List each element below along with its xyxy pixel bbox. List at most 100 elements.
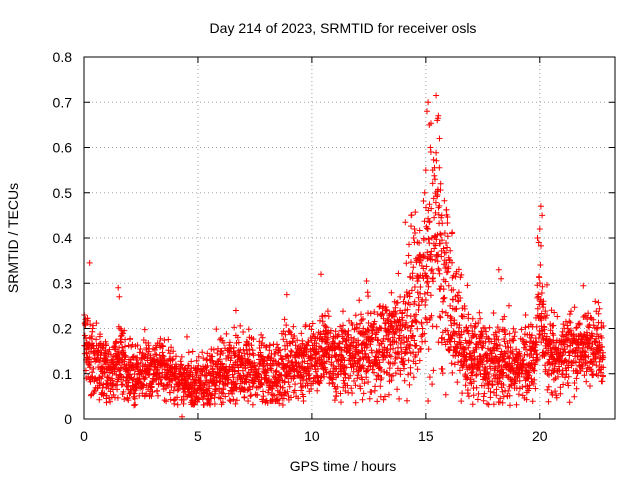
data-point	[282, 331, 289, 338]
data-point	[595, 299, 602, 306]
data-point	[565, 373, 572, 380]
data-point	[600, 364, 607, 371]
data-point	[445, 282, 452, 289]
data-point	[413, 342, 420, 349]
data-point	[490, 310, 497, 316]
data-point	[395, 270, 402, 277]
data-point	[323, 324, 330, 331]
data-point	[542, 308, 549, 315]
data-point	[154, 387, 161, 394]
data-point	[277, 347, 283, 353]
data-point	[132, 401, 139, 408]
data-point	[143, 382, 150, 389]
data-point	[155, 392, 161, 399]
data-point	[560, 340, 567, 347]
data-point	[237, 322, 244, 329]
data-point	[107, 351, 114, 358]
data-point	[288, 347, 294, 354]
data-point	[536, 274, 543, 281]
data-point	[117, 338, 124, 345]
data-point	[298, 384, 305, 391]
data-point	[469, 369, 476, 375]
data-point	[564, 322, 571, 329]
data-point	[526, 382, 533, 389]
data-point	[441, 230, 448, 237]
data-point	[544, 386, 551, 393]
data-point	[180, 396, 187, 403]
data-point	[421, 290, 428, 297]
data-point	[584, 316, 591, 323]
data-point	[112, 362, 119, 369]
data-point	[404, 306, 411, 313]
data-point	[351, 378, 357, 384]
data-point	[424, 108, 430, 115]
data-point	[122, 352, 129, 359]
data-point	[379, 310, 386, 317]
data-point	[439, 237, 445, 244]
data-point	[500, 369, 507, 376]
data-point	[407, 341, 414, 348]
data-point	[467, 339, 474, 346]
data-point	[163, 398, 170, 405]
data-point	[551, 365, 558, 372]
data-point	[460, 328, 467, 335]
data-point	[402, 349, 409, 356]
data-point	[456, 322, 463, 329]
data-point	[396, 332, 403, 339]
data-point	[486, 324, 493, 331]
data-point	[467, 376, 474, 383]
data-point	[343, 364, 350, 371]
data-point	[541, 351, 548, 357]
data-point	[416, 240, 423, 246]
data-point	[415, 294, 422, 301]
data-point	[216, 356, 223, 363]
x-tick-label: 10	[304, 428, 320, 444]
chart-title: Day 214 of 2023, SRMTID for receiver osl…	[210, 20, 477, 36]
data-point	[440, 286, 447, 293]
data-point	[255, 365, 262, 372]
data-point	[562, 374, 568, 381]
data-point	[465, 344, 472, 351]
data-point	[422, 302, 429, 308]
data-point	[431, 214, 438, 221]
data-point	[87, 364, 93, 371]
data-point	[127, 390, 134, 396]
data-point	[435, 265, 442, 272]
data-point	[300, 398, 307, 404]
data-point	[148, 384, 155, 391]
data-point	[259, 334, 266, 341]
data-point	[439, 308, 446, 315]
data-point	[424, 226, 431, 232]
data-point	[233, 397, 240, 404]
data-point	[550, 332, 557, 339]
data-point	[542, 315, 549, 321]
data-point	[137, 346, 144, 352]
data-point	[290, 323, 297, 330]
data-point	[333, 388, 340, 395]
data-point	[502, 331, 509, 338]
data-point	[573, 375, 580, 382]
data-point	[494, 367, 501, 374]
data-point	[553, 394, 560, 401]
data-point	[470, 332, 477, 339]
data-point	[411, 284, 418, 290]
data-point	[445, 265, 452, 272]
data-point	[598, 334, 605, 341]
data-point	[313, 340, 320, 347]
data-point	[566, 311, 573, 318]
data-point	[425, 235, 432, 242]
data-point	[148, 393, 155, 400]
data-point	[106, 346, 113, 353]
data-point	[375, 336, 382, 343]
data-point	[452, 273, 459, 280]
data-point	[338, 399, 344, 406]
data-point	[516, 348, 523, 355]
data-point	[363, 374, 370, 381]
data-point	[585, 340, 592, 347]
data-point	[545, 383, 552, 390]
data-point	[362, 350, 369, 357]
data-point	[377, 383, 384, 390]
data-point	[434, 117, 441, 124]
data-point	[493, 392, 500, 399]
data-point	[421, 218, 428, 225]
